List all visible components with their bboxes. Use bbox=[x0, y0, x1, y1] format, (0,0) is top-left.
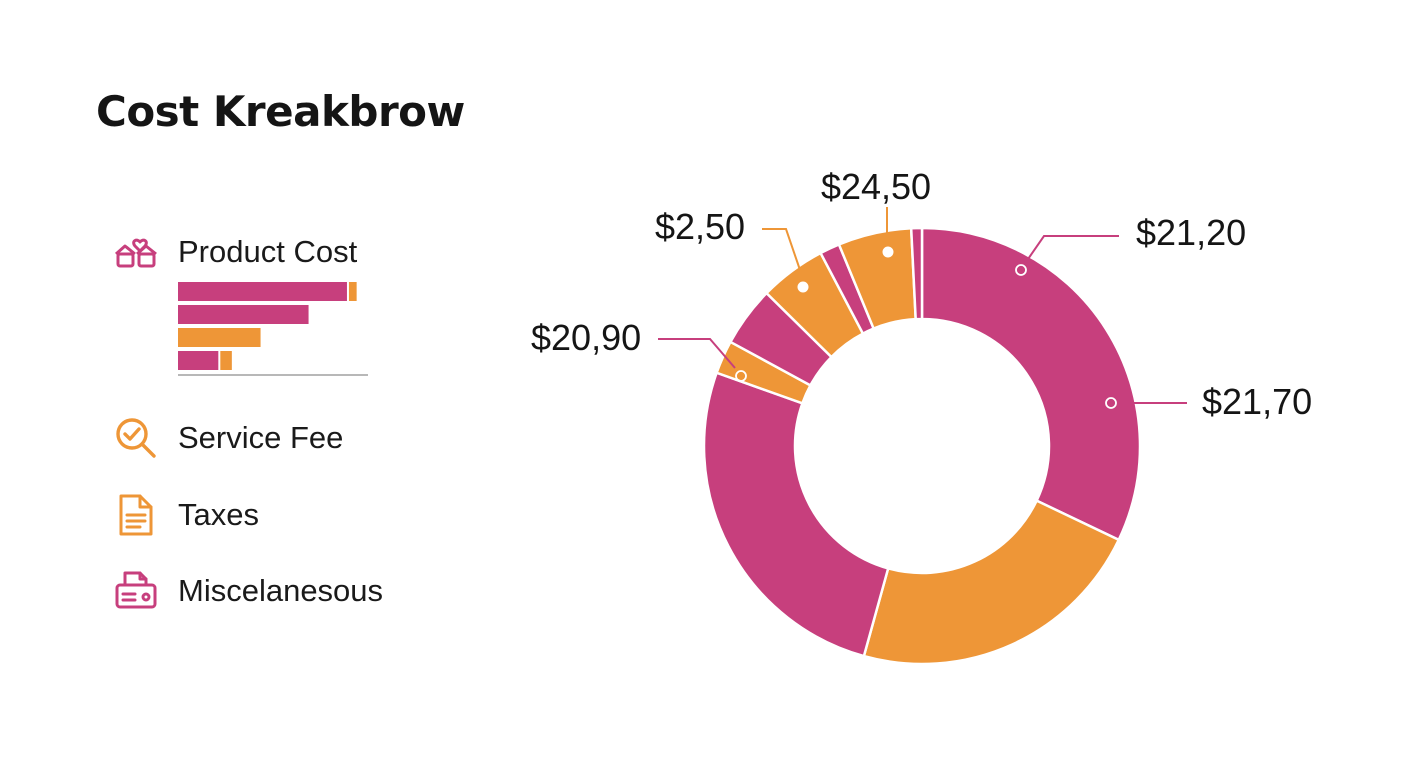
mini-bar-3-1 bbox=[220, 351, 232, 370]
legend-item-miscellaneous: Miscelanesous bbox=[112, 567, 383, 615]
page-title: Cost Kreakbrow bbox=[96, 87, 465, 136]
legend-item-taxes: Taxes bbox=[112, 491, 259, 539]
donut-slice-9 bbox=[909, 226, 924, 321]
mini-bar-2-0 bbox=[178, 328, 261, 347]
callout-dot-0 bbox=[882, 246, 894, 258]
callout-label-0: $24,50 bbox=[821, 166, 931, 207]
document-icon bbox=[119, 494, 153, 536]
callout-label-4: $21,70 bbox=[1202, 381, 1312, 422]
magnifier-check-icon bbox=[116, 418, 156, 458]
mini-bar-3-0 bbox=[178, 351, 219, 370]
legend-label-service-fee: Service Fee bbox=[178, 420, 344, 455]
callout-dot-4 bbox=[1105, 397, 1117, 409]
callout-dot-2 bbox=[1015, 264, 1027, 276]
legend-item-service-fee: Service Fee bbox=[112, 414, 343, 462]
mini-bar-0-1 bbox=[348, 282, 357, 301]
legend-item-product-cost: Product Cost bbox=[112, 228, 357, 276]
donut-slice-0 bbox=[920, 226, 1142, 542]
callout-label-2: $21,20 bbox=[1136, 212, 1246, 253]
donut-slice-2 bbox=[862, 499, 1121, 666]
boxes-icon bbox=[115, 238, 157, 268]
callout-leader-3 bbox=[658, 338, 736, 369]
mini-bar-0-0 bbox=[178, 282, 347, 301]
product-cost-mini-bar-chart bbox=[178, 282, 368, 376]
callout-label-3: $20,90 bbox=[531, 317, 641, 358]
mini-bar-1-0 bbox=[178, 305, 309, 324]
callout-dot-3 bbox=[735, 370, 747, 382]
legend-label-taxes: Taxes bbox=[178, 497, 259, 532]
printer-icon bbox=[115, 571, 157, 609]
callout-leader-1 bbox=[762, 228, 801, 271]
donut-slice-3 bbox=[702, 371, 890, 658]
callout-label-1: $2,50 bbox=[655, 206, 745, 247]
callout-dot-1 bbox=[797, 281, 809, 293]
callout-leader-2 bbox=[1025, 235, 1119, 263]
legend-label-miscellaneous: Miscelanesous bbox=[178, 573, 384, 608]
legend-label-product-cost: Product Cost bbox=[178, 234, 358, 269]
